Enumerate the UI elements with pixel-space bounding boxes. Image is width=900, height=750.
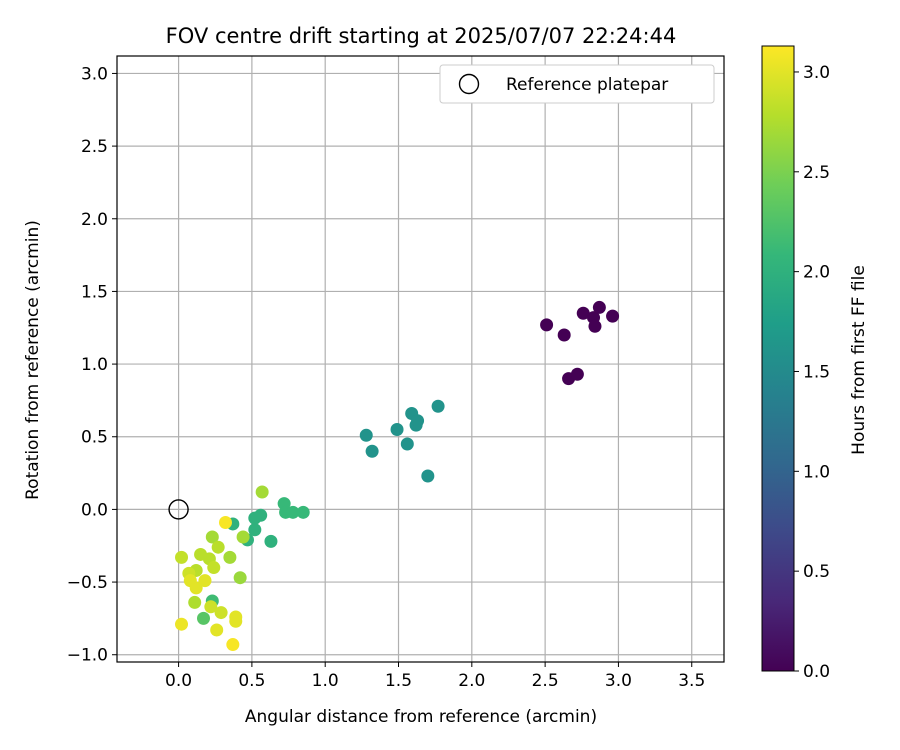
colorbar-ticks: 0.0 0.5 1.0 1.5 2.0 2.5 3.0: [794, 63, 830, 682]
colorbar-label: Hours from first FF file: [849, 265, 869, 455]
scatter-point: [175, 617, 189, 631]
y-tick-label: 0.5: [81, 428, 108, 448]
colorbar-tick-label: 0.5: [803, 562, 830, 582]
y-tick-label: 2.5: [81, 137, 108, 157]
colorbar-tick-label: 2.0: [803, 263, 830, 283]
legend: Reference platepar: [439, 64, 715, 104]
scatter-point: [365, 444, 379, 458]
colorbar-tick-label: 1.5: [803, 362, 830, 382]
colorbar-gradient: [761, 45, 795, 672]
scatter-point: [226, 638, 240, 652]
x-tick-label: 1.5: [385, 671, 412, 691]
colorbar: 0.0 0.5 1.0 1.5 2.0 2.5 3.0 Hours from first F…: [761, 45, 869, 682]
scatter-point: [214, 606, 228, 620]
scatter-point: [194, 547, 208, 561]
scatter-point: [188, 595, 202, 609]
x-tick-label: 1.0: [312, 671, 339, 691]
scatter-point: [248, 511, 262, 525]
scatter-point: [540, 318, 554, 332]
scatter-point: [207, 561, 221, 575]
y-tick-label: 2.0: [81, 210, 108, 230]
colorbar-tick-label: 3.0: [803, 63, 830, 83]
grid-lines: [117, 56, 724, 662]
scatter-point: [606, 309, 620, 323]
scatter-point: [198, 574, 212, 588]
y-axis-ticks: −1.0 −0.5 0.0 0.5 1.0 1.5 2.0 2.5 3.0: [67, 64, 117, 666]
scatter-point: [286, 505, 300, 519]
scatter-point: [390, 422, 404, 436]
y-tick-label: 1.5: [81, 282, 108, 302]
scatter-point: [248, 523, 262, 537]
plot-frame: [116, 55, 725, 663]
scatter-point: [189, 581, 203, 595]
scatter-point: [175, 550, 189, 564]
scatter-point: [576, 306, 590, 320]
scatter-point: [296, 505, 310, 519]
scatter-point: [197, 611, 211, 625]
y-tick-label: −1.0: [67, 646, 108, 666]
y-tick-label: −0.5: [67, 573, 108, 593]
scatter-point: [218, 515, 232, 529]
scatter-point: [236, 530, 250, 544]
legend-entry-reference: Reference platepar: [506, 75, 668, 95]
y-tick-label: 0.0: [81, 500, 108, 520]
x-tick-label: 0.5: [238, 671, 265, 691]
reference-marker: [168, 499, 189, 520]
legend-marker-reference: [458, 73, 480, 95]
scatter-point: [359, 428, 373, 442]
scatter-point: [400, 437, 414, 451]
scatter-point: [229, 614, 243, 628]
y-tick-label: 1.0: [81, 355, 108, 375]
data-points: [175, 300, 620, 652]
legend-box: [439, 64, 715, 104]
x-axis-ticks: 0.0 0.5 1.0 1.5 2.0 2.5 3.0 3.5: [165, 662, 705, 691]
scatter-point: [204, 600, 218, 614]
x-tick-label: 3.5: [678, 671, 705, 691]
x-tick-label: 0.0: [165, 671, 192, 691]
y-tick-label: 3.0: [81, 64, 108, 84]
colorbar-tick-label: 2.5: [803, 163, 830, 183]
scatter-point: [205, 530, 219, 544]
scatter-point: [223, 550, 237, 564]
scatter-point: [255, 485, 269, 499]
scatter-point: [431, 399, 445, 413]
x-tick-label: 2.5: [532, 671, 559, 691]
y-axis-label: Rotation from reference (arcmin): [23, 220, 43, 500]
x-axis-label: Angular distance from reference (arcmin): [245, 707, 597, 727]
scatter-point: [264, 534, 278, 548]
chart-title: FOV centre drift starting at 2025/07/07 …: [166, 24, 677, 48]
scatter-point: [233, 571, 247, 585]
scatter-point: [210, 623, 224, 637]
reference-marker-group: [168, 499, 189, 520]
scatter-point: [592, 300, 606, 314]
scatter-point: [211, 540, 225, 554]
scatter-point: [421, 469, 435, 483]
scatter-point: [588, 319, 602, 333]
scatter-point: [557, 328, 571, 342]
x-tick-label: 2.0: [458, 671, 485, 691]
colorbar-tick-label: 1.0: [803, 462, 830, 482]
scatter-point: [411, 414, 425, 428]
scatter-point: [570, 367, 584, 381]
colorbar-tick-label: 0.0: [803, 662, 830, 682]
x-tick-label: 3.0: [605, 671, 632, 691]
